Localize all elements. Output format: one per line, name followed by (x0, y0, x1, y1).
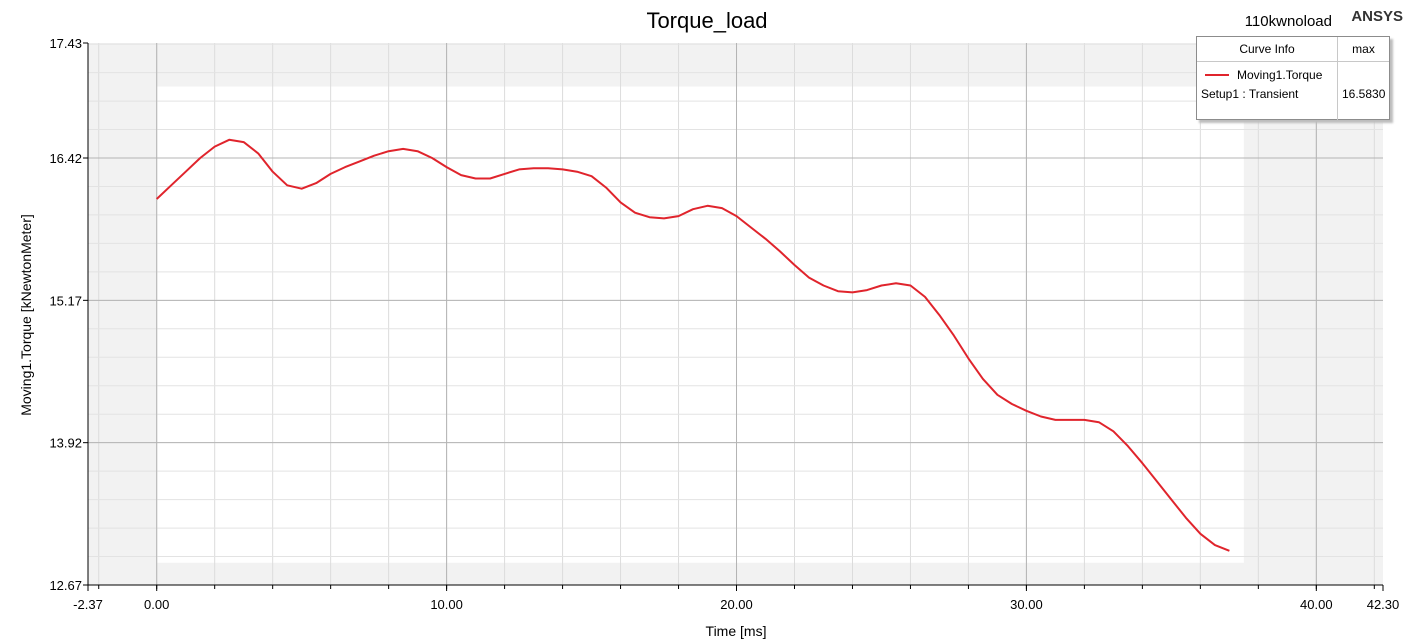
x-tick-label: 40.00 (1300, 597, 1333, 612)
legend-header-curve-info: Curve Info (1197, 37, 1338, 61)
grid (88, 43, 1383, 586)
legend[interactable]: Curve Info max Moving1.Torque Setup1 : T… (1196, 36, 1390, 120)
x-tick-label: 20.00 (720, 597, 753, 612)
series-line-moving1-torque (156, 138, 1230, 552)
y-tick-label: 16.42 (49, 151, 82, 166)
legend-header: Curve Info max (1197, 37, 1389, 62)
legend-divider (1337, 62, 1338, 120)
legend-header-max: max (1352, 42, 1375, 56)
axes (83, 42, 1384, 591)
data-region (156, 86, 1244, 563)
tick-labels: 17.43 16.42 15.17 13.92 12.67 -2.37 0.00 10.00 2… (49, 36, 1399, 612)
chart-title: Torque_load (646, 8, 767, 33)
x-axis-label: Time [ms] (706, 623, 767, 639)
x-tick-label: 0.00 (144, 597, 169, 612)
legend-swatch (1205, 74, 1229, 76)
legend-entry[interactable]: Moving1.Torque Setup1 : Transient 16.583… (1197, 62, 1389, 120)
plot-background (88, 43, 1383, 585)
x-tick-label: 42.30 (1367, 597, 1400, 612)
x-tick-label: 10.00 (430, 597, 463, 612)
project-name: 110kwnoload (1245, 13, 1332, 30)
y-tick-label: 13.92 (49, 436, 82, 451)
legend-series-name: Moving1.Torque (1237, 68, 1323, 82)
y-tick-label: 12.67 (49, 578, 82, 593)
x-tick-label: 30.00 (1010, 597, 1043, 612)
series-layer (156, 138, 1230, 552)
y-tick-label: 15.17 (49, 293, 82, 308)
y-tick-label: 17.43 (49, 36, 82, 51)
legend-max-value: 16.5830 (1342, 87, 1386, 101)
brand-logo: ANSYS (1351, 8, 1403, 25)
legend-setup-name: Setup1 : Transient (1201, 87, 1299, 101)
y-axis-label: Moving1.Torque [kNewtonMeter] (18, 214, 34, 416)
x-tick-label: -2.37 (73, 597, 103, 612)
